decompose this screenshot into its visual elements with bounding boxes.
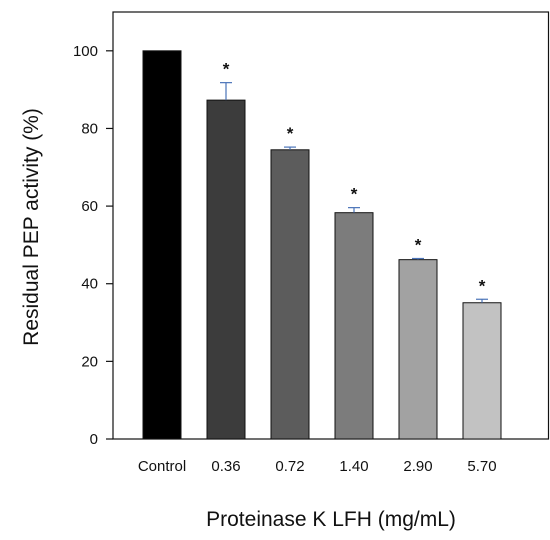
y-tick-label: 40 xyxy=(81,276,98,293)
x-tick-label: 0.72 xyxy=(275,458,304,475)
y-tick-label: 100 xyxy=(73,43,98,60)
x-tick-label: 1.40 xyxy=(339,458,368,475)
plot-frame xyxy=(112,11,550,440)
bar xyxy=(334,212,374,440)
significance-star: * xyxy=(287,124,294,143)
y-tick-label: 0 xyxy=(90,431,98,448)
bar xyxy=(270,149,310,440)
y-tick-label: 80 xyxy=(81,120,98,137)
significance-star: * xyxy=(223,60,230,79)
significance-star: * xyxy=(479,276,486,295)
significance-star: * xyxy=(415,235,422,254)
bar xyxy=(206,99,246,440)
y-tick-label: 20 xyxy=(81,353,98,370)
significance-star: * xyxy=(351,185,358,204)
bar xyxy=(462,302,502,440)
x-tick-label: 0.36 xyxy=(211,458,240,475)
x-tick-label: 2.90 xyxy=(403,458,432,475)
y-axis-title: Residual PEP activity (%) xyxy=(20,108,43,346)
bar xyxy=(398,259,438,440)
x-axis-title: Proteinase K LFH (mg/mL) xyxy=(206,508,456,531)
bar xyxy=(142,50,182,440)
plot-area: 0 20 40 60 80 100 Control * 0.36 * 0.72 * 1.40 * 2.90 *… xyxy=(73,11,550,475)
y-tick-label: 60 xyxy=(81,198,98,215)
x-tick-label: Control xyxy=(138,458,186,475)
x-tick-label: 5.70 xyxy=(467,458,496,475)
